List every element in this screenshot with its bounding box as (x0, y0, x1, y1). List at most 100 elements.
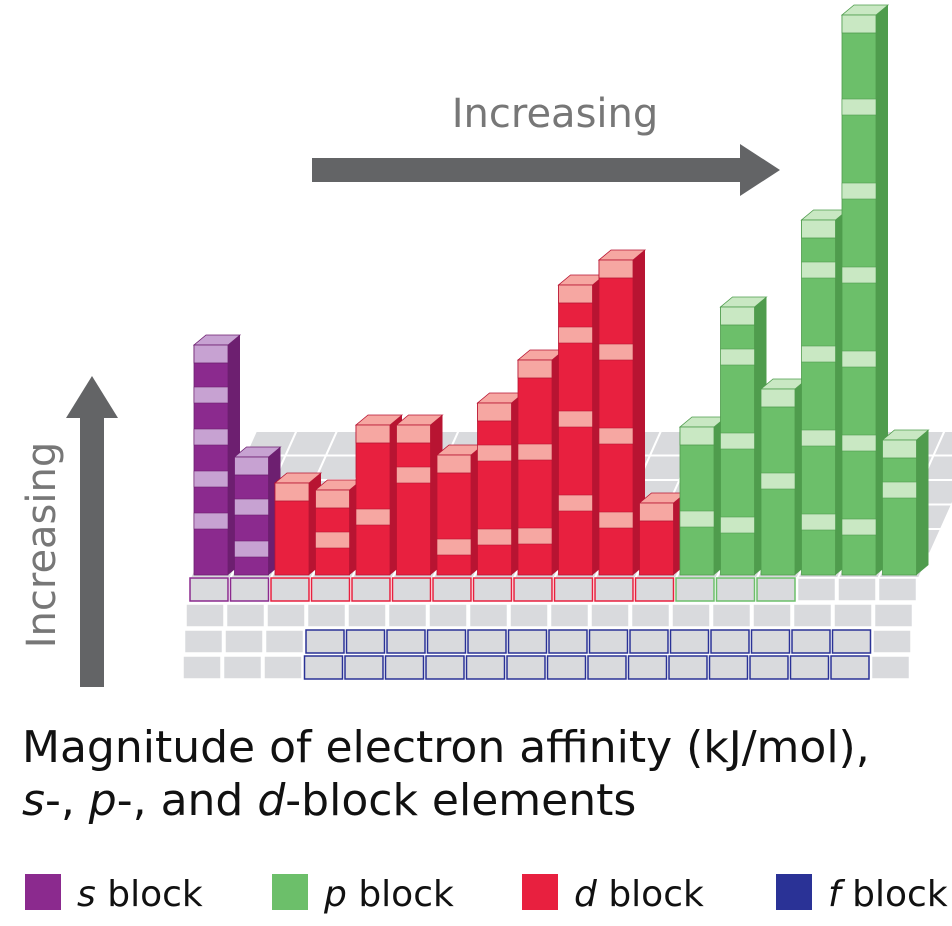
bar-band (802, 346, 836, 362)
bar-band (559, 411, 593, 427)
floor-cell (468, 630, 506, 653)
bar-band (478, 529, 512, 545)
floor-cell (514, 578, 552, 601)
bar-band (721, 349, 755, 365)
bar-band (842, 519, 876, 535)
floor-cell (433, 578, 471, 601)
floor-cell (510, 604, 548, 627)
floor-cell (672, 604, 710, 627)
floor-cell (873, 630, 911, 653)
bar-cap (802, 220, 836, 238)
legend-letter: d (574, 874, 598, 915)
bar-band (599, 428, 633, 444)
bar-band (599, 512, 633, 528)
floor-cell (509, 630, 547, 653)
bar-band (842, 351, 876, 367)
bar-band (194, 471, 228, 487)
legend-letter: f (828, 874, 846, 915)
bar-cap (599, 260, 633, 278)
bar-band (842, 99, 876, 115)
bar-band (397, 467, 431, 483)
floor-cell (387, 630, 425, 653)
floor-cell (186, 604, 224, 627)
legend-swatch (272, 874, 308, 910)
bar-band (842, 435, 876, 451)
floor-cell (352, 578, 390, 601)
legend-letter: p (323, 874, 347, 915)
legend-text: block (358, 874, 454, 915)
floor-cell (224, 656, 262, 679)
bar-band (235, 499, 269, 515)
floor-cell (507, 656, 545, 679)
bar-cap (316, 490, 350, 508)
floor-cell (753, 604, 791, 627)
legend-label: p block (323, 874, 454, 915)
floor-cell (306, 630, 344, 653)
bar-band (194, 513, 228, 529)
bar-band (518, 444, 552, 460)
bar-front (680, 427, 714, 575)
floor-cell (225, 630, 263, 653)
floor-cell (428, 630, 466, 653)
floor-cell (185, 630, 223, 653)
horizontal-arrow-shaft (312, 158, 744, 182)
bar-band (559, 495, 593, 511)
bar-cap (194, 345, 228, 363)
bar-front (356, 425, 390, 575)
bar-band (194, 429, 228, 445)
bar-cap (721, 307, 755, 325)
floor-cell (794, 604, 832, 627)
bar-band (316, 532, 350, 548)
title-segment: -, and (117, 775, 258, 826)
title-segment: d (257, 775, 286, 826)
floor-cell (676, 578, 714, 601)
vertical-arrow-head (66, 376, 118, 418)
bar-band (802, 430, 836, 446)
bar-band (721, 517, 755, 533)
bar-cap (275, 483, 309, 501)
bar-band (194, 387, 228, 403)
floor-cell (632, 604, 670, 627)
bar-cap (356, 425, 390, 443)
legend-swatch (25, 874, 61, 910)
floor-cell (588, 656, 626, 679)
floor-cell (591, 604, 629, 627)
legend-letter: s (77, 874, 96, 915)
bar-band (842, 183, 876, 199)
floor-cell (267, 604, 305, 627)
bar-band (235, 541, 269, 557)
bar-cap (437, 455, 471, 473)
bar-band (721, 433, 755, 449)
floor-cell (590, 630, 628, 653)
floor-cell (348, 604, 386, 627)
floor-cell (347, 630, 385, 653)
horizontal-arrow-label: Increasing (452, 91, 659, 137)
floor-cell (757, 578, 795, 601)
floor-cell (791, 656, 829, 679)
floor-cell (710, 656, 748, 679)
floor-cell (264, 656, 302, 679)
title-line-1: Magnitude of electron affinity (kJ/mol), (22, 722, 870, 773)
bar-band (883, 482, 917, 498)
floor-cell (711, 630, 749, 653)
bar-side (917, 430, 929, 575)
bar-front (194, 345, 228, 575)
floor-cell (429, 604, 467, 627)
floor-cell (551, 604, 589, 627)
floor-cell (305, 656, 343, 679)
floor-cell (713, 604, 751, 627)
floor-cell (393, 578, 431, 601)
floor-cell (636, 578, 674, 601)
floor-cell (879, 578, 917, 601)
bar-band (802, 262, 836, 278)
bar-cap (640, 503, 674, 521)
floor-cell (470, 604, 508, 627)
floor-cell (750, 656, 788, 679)
bar-band (680, 511, 714, 527)
bar-cap (235, 457, 269, 475)
bar-band (842, 267, 876, 283)
vertical-arrow-shaft (80, 415, 104, 687)
bar-front (397, 425, 431, 575)
